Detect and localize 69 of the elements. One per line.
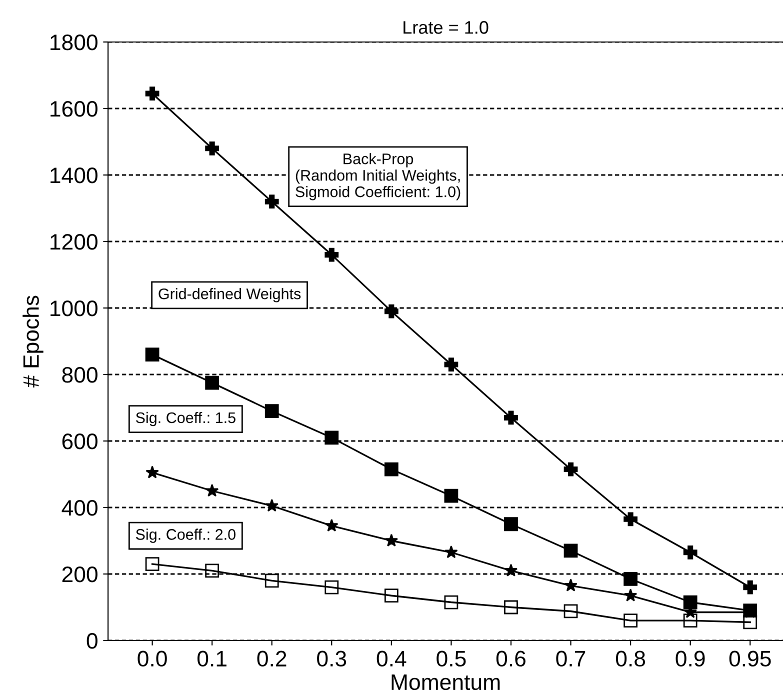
point <box>743 615 758 630</box>
text: Grid-defined Weights <box>158 288 301 302</box>
point <box>504 517 518 532</box>
series-label: Sig. Coeff.: 2.0 <box>136 528 236 543</box>
x-tick-label: 0.0 <box>138 650 167 667</box>
point <box>444 595 458 610</box>
point <box>145 557 160 571</box>
point <box>264 194 279 209</box>
x-tick-label: 0.2 <box>257 650 286 667</box>
x-tick-label: 0.9 <box>676 650 705 667</box>
chart-title: Lrate = 1.0 <box>404 21 488 34</box>
point <box>264 574 279 588</box>
x-tick-label: 0.4 <box>376 650 406 667</box>
x-tick-label: 0.8 <box>616 650 646 667</box>
point <box>624 614 638 628</box>
point <box>444 488 458 503</box>
text: Sig. Coeff.: 1.5 <box>136 412 236 426</box>
point <box>205 376 220 390</box>
point <box>265 498 278 512</box>
y-tick-label: 800 <box>62 367 98 383</box>
x-tick-label: 0.1 <box>198 650 226 667</box>
point <box>205 564 220 578</box>
series-label: Back-Prop (Random Initial Weights, Sigmoid Coefficient: 1.0) <box>296 153 460 200</box>
point <box>624 588 638 602</box>
y-tick-label: 1000 <box>50 300 98 316</box>
y-tick-label: 1600 <box>50 101 98 117</box>
y-tick-label: 1800 <box>50 34 98 50</box>
x-tick-label: 0.5 <box>436 650 466 667</box>
point <box>205 141 220 156</box>
point <box>624 572 638 586</box>
y-axis-title: # Epochs <box>22 296 44 388</box>
point <box>444 358 458 372</box>
point <box>504 564 518 576</box>
x-tick-label: 0.7 <box>556 650 586 667</box>
x-tick-label: 0.6 <box>496 650 526 667</box>
point <box>683 545 698 560</box>
point <box>683 595 698 610</box>
point <box>264 404 279 418</box>
x-tick-label: 0.3 <box>317 650 346 667</box>
point <box>384 534 398 546</box>
point <box>384 304 398 318</box>
point <box>146 466 159 478</box>
point <box>683 614 698 628</box>
point <box>324 430 339 445</box>
point <box>564 544 578 558</box>
point <box>504 410 518 425</box>
y-tick-label: 200 <box>62 566 98 582</box>
y-tick-label: 1400 <box>50 168 98 184</box>
point <box>564 462 578 476</box>
point <box>444 545 458 558</box>
y-tick-label: 0 <box>86 633 98 649</box>
point <box>324 248 339 262</box>
point <box>564 604 578 618</box>
point <box>384 462 398 476</box>
point <box>743 580 758 594</box>
point <box>624 512 638 526</box>
point <box>384 588 398 603</box>
x-tick-label: 0.95 <box>729 650 771 667</box>
point <box>564 578 578 592</box>
point <box>205 484 219 497</box>
point <box>145 348 160 362</box>
point <box>504 600 518 614</box>
x-axis-title: Momentum <box>392 674 500 690</box>
point <box>324 580 339 594</box>
y-tick-label: 400 <box>62 500 98 516</box>
y-tick-label: 600 <box>62 434 98 450</box>
point <box>145 86 160 100</box>
y-tick-label: 1200 <box>50 234 98 250</box>
point <box>325 518 338 532</box>
